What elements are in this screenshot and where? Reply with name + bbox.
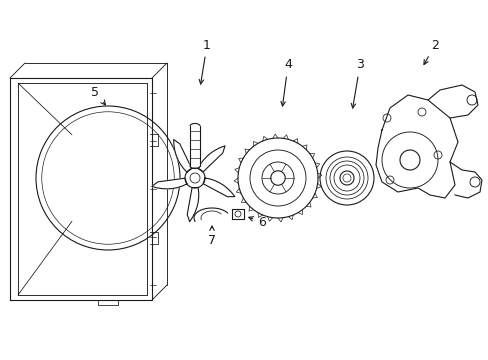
Polygon shape: [203, 178, 234, 197]
Text: 4: 4: [280, 58, 291, 106]
Polygon shape: [375, 95, 457, 198]
Text: 3: 3: [350, 58, 363, 108]
Polygon shape: [151, 178, 186, 189]
Polygon shape: [190, 126, 200, 166]
Polygon shape: [173, 140, 191, 172]
Text: 5: 5: [91, 85, 105, 105]
Polygon shape: [198, 146, 224, 172]
Text: 7: 7: [207, 226, 216, 247]
Text: 1: 1: [199, 39, 210, 84]
Text: 6: 6: [248, 216, 265, 229]
Text: 2: 2: [423, 39, 438, 64]
Polygon shape: [231, 209, 244, 219]
Polygon shape: [187, 188, 198, 222]
